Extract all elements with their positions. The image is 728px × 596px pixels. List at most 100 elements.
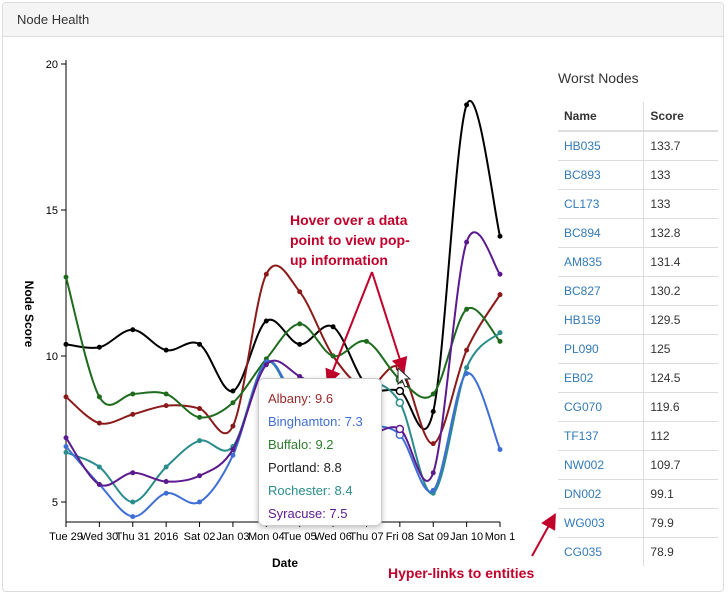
- data-point[interactable]: [297, 289, 303, 295]
- data-point[interactable]: [497, 338, 503, 344]
- node-link[interactable]: NW002: [564, 458, 605, 472]
- node-link[interactable]: TF137: [564, 429, 599, 443]
- x-axis-title: Date: [272, 556, 298, 570]
- data-point[interactable]: [130, 514, 136, 520]
- data-point[interactable]: [63, 435, 69, 441]
- data-point[interactable]: [230, 452, 236, 458]
- data-point[interactable]: [464, 102, 470, 108]
- data-point[interactable]: [96, 394, 102, 400]
- data-point[interactable]: [464, 371, 470, 377]
- data-point[interactable]: [395, 398, 405, 407]
- data-point[interactable]: [263, 362, 269, 368]
- data-point[interactable]: [96, 481, 102, 487]
- x-tick-label: Jan 10: [450, 531, 483, 543]
- y-tick-label: 20: [46, 59, 58, 71]
- y-tick-label: 5: [52, 497, 58, 509]
- table-row: CG035 78.9: [558, 537, 718, 566]
- node-link[interactable]: CL173: [564, 197, 600, 211]
- data-point[interactable]: [197, 406, 203, 412]
- table-row: BC894 132.8: [558, 218, 718, 248]
- data-point[interactable]: [96, 420, 102, 426]
- data-point[interactable]: [430, 441, 436, 447]
- data-point[interactable]: [130, 470, 136, 476]
- data-point[interactable]: [197, 414, 203, 420]
- data-point[interactable]: [497, 271, 503, 277]
- series-line: [65, 100, 501, 431]
- data-point[interactable]: [464, 365, 470, 371]
- node-link[interactable]: DN002: [564, 487, 602, 501]
- x-tick-label: Mon 1: [485, 531, 516, 543]
- data-point[interactable]: [263, 271, 269, 277]
- tooltip-row-rochester: Rochester: 8.4: [268, 483, 353, 498]
- data-point[interactable]: [63, 274, 69, 280]
- data-point[interactable]: [163, 391, 169, 397]
- node-score: 130.2: [643, 276, 718, 306]
- data-point[interactable]: [63, 341, 69, 347]
- tooltip-row-buffalo: Buffalo: 9.2: [268, 437, 334, 452]
- data-point[interactable]: [430, 470, 436, 476]
- data-point[interactable]: [163, 403, 169, 409]
- data-point[interactable]: [130, 327, 136, 333]
- data-point[interactable]: [230, 400, 236, 406]
- data-point[interactable]: [464, 306, 470, 312]
- data-point[interactable]: [163, 347, 169, 353]
- data-point[interactable]: [464, 347, 470, 353]
- node-link[interactable]: BC827: [564, 284, 601, 298]
- data-point[interactable]: [497, 233, 503, 239]
- node-link[interactable]: WG003: [564, 516, 605, 530]
- data-point[interactable]: [63, 394, 69, 400]
- data-point[interactable]: [430, 391, 436, 397]
- data-point[interactable]: [63, 444, 69, 450]
- y-tick-label: 10: [46, 351, 58, 363]
- data-point[interactable]: [497, 446, 503, 452]
- node-score: 132.8: [643, 218, 718, 248]
- data-point[interactable]: [96, 464, 102, 470]
- node-link[interactable]: HB035: [564, 139, 601, 153]
- node-link[interactable]: BC894: [564, 226, 601, 240]
- data-point[interactable]: [163, 490, 169, 496]
- data-point[interactable]: [430, 408, 436, 414]
- x-tick-label: Mon 04: [248, 531, 285, 543]
- data-point[interactable]: [163, 464, 169, 470]
- table-row: BC827 130.2: [558, 276, 718, 306]
- data-point[interactable]: [395, 424, 405, 434]
- tooltip-row-syracuse: Syracuse: 7.5: [268, 506, 348, 521]
- data-point[interactable]: [330, 353, 336, 359]
- data-point[interactable]: [297, 341, 303, 347]
- worst-nodes-section: Worst Nodes Name Score HB035 133.7 BC893 13…: [558, 66, 718, 566]
- data-point[interactable]: [197, 473, 203, 479]
- node-link[interactable]: BC893: [564, 168, 601, 182]
- node-link[interactable]: CG070: [564, 400, 603, 414]
- data-point[interactable]: [230, 446, 236, 452]
- data-point[interactable]: [363, 338, 369, 344]
- node-score: 112: [643, 421, 718, 451]
- node-link[interactable]: EB02: [564, 371, 594, 385]
- data-point[interactable]: [197, 341, 203, 347]
- data-point[interactable]: [497, 330, 503, 336]
- data-point[interactable]: [63, 449, 69, 455]
- data-point[interactable]: [130, 391, 136, 397]
- data-point[interactable]: [163, 479, 169, 485]
- node-link[interactable]: HB159: [564, 313, 601, 327]
- node-link[interactable]: CG035: [564, 545, 603, 559]
- table-row: CG070 119.6: [558, 392, 718, 422]
- node-score: 124.5: [643, 363, 718, 393]
- data-point[interactable]: [197, 499, 203, 505]
- data-point[interactable]: [395, 386, 405, 396]
- data-point[interactable]: [464, 239, 470, 245]
- table-row: BC893 133: [558, 160, 718, 190]
- data-point[interactable]: [230, 423, 236, 429]
- data-point[interactable]: [197, 438, 203, 444]
- data-point[interactable]: [96, 344, 102, 350]
- data-point[interactable]: [130, 411, 136, 417]
- data-point[interactable]: [497, 292, 503, 298]
- node-link[interactable]: AM835: [564, 255, 603, 269]
- x-tick-label: Sat 02: [184, 531, 216, 543]
- data-point[interactable]: [263, 318, 269, 324]
- data-point[interactable]: [297, 321, 303, 327]
- data-point[interactable]: [430, 487, 436, 493]
- data-point[interactable]: [330, 324, 336, 330]
- data-point[interactable]: [230, 388, 236, 394]
- data-point[interactable]: [130, 499, 136, 505]
- node-link[interactable]: PL090: [564, 342, 599, 356]
